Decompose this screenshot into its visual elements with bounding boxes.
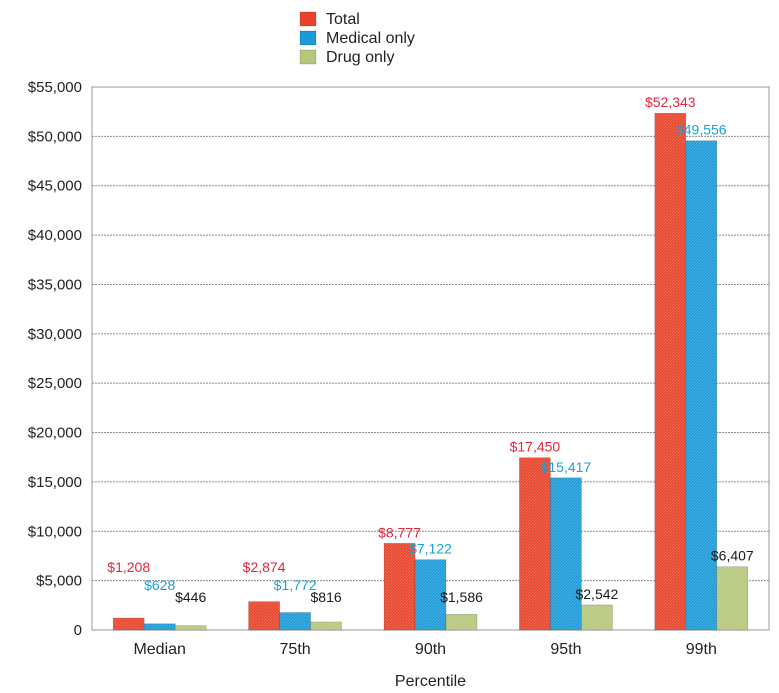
legend-swatch-total (299, 11, 317, 27)
y-tick-label: $35,000 (28, 276, 82, 293)
y-tick-label: $5,000 (36, 573, 82, 590)
bar-texture (175, 625, 207, 630)
data-label-total: $17,450 (510, 439, 561, 455)
y-axis-ticks: 0 $5,000 $10,000 $15,000 $20,000 $25,000 $30,0… (28, 79, 82, 639)
data-label-total: $8,777 (378, 524, 421, 540)
y-tick-label: $55,000 (28, 79, 82, 96)
x-category-label: 95th (550, 641, 581, 658)
bar-texture (519, 457, 551, 630)
bar-texture (415, 559, 446, 630)
data-label-total: $2,874 (243, 559, 286, 575)
data-label-drug-only: $2,542 (575, 586, 618, 602)
data-label-medical-only: $1,772 (274, 577, 317, 593)
legend-label-medical-only: Medical only (326, 30, 415, 47)
bar-texture (113, 618, 145, 630)
y-tick-label: $50,000 (28, 128, 82, 145)
bar-texture (144, 623, 176, 630)
bars (112, 112, 749, 631)
y-tick-label: 0 (74, 622, 82, 639)
x-category-label: 99th (686, 641, 717, 658)
bar-texture (248, 601, 280, 630)
legend-swatch-medical-only (299, 30, 317, 46)
x-axis-categories: Median 75th 90th 95th 99th (133, 641, 716, 658)
y-tick-label: $30,000 (28, 326, 82, 343)
legend-label-drug-only: Drug only (326, 49, 394, 66)
bar-texture (310, 621, 342, 630)
data-label-medical-only: $7,122 (409, 541, 452, 557)
data-label-medical-only: $15,417 (541, 459, 592, 475)
x-category-label: Median (133, 641, 185, 658)
y-tick-label: $10,000 (28, 523, 82, 540)
x-category-label: 90th (415, 641, 446, 658)
y-tick-label: $45,000 (28, 178, 82, 195)
bar-texture (685, 140, 717, 630)
data-label-drug-only: $6,407 (711, 548, 754, 564)
data-labels: $1,208 $2,874 $8,777 $17,450 $52,343 $628 $1,7… (107, 94, 754, 605)
data-label-medical-only: $628 (144, 577, 175, 593)
bar-texture (384, 543, 415, 630)
data-label-drug-only: $1,586 (440, 589, 483, 605)
legend-swatch-drug-only (299, 49, 317, 65)
data-label-total: $52,343 (645, 94, 696, 110)
y-tick-label: $15,000 (28, 474, 82, 491)
x-axis-title: Percentile (395, 673, 466, 690)
legend: Total Medical only Drug only (299, 11, 415, 66)
y-tick-label: $40,000 (28, 227, 82, 244)
data-label-total: $1,208 (107, 559, 150, 575)
bar-texture (550, 477, 582, 630)
bar-texture (716, 566, 748, 630)
x-category-label: 75th (280, 641, 311, 658)
bar-texture (581, 604, 613, 630)
legend-label-total: Total (326, 11, 360, 28)
y-tick-label: $25,000 (28, 375, 82, 392)
data-label-drug-only: $446 (175, 589, 206, 605)
data-label-medical-only: $49,556 (676, 122, 727, 138)
bar-texture (279, 612, 311, 630)
bar-texture (446, 614, 477, 630)
data-label-drug-only: $816 (311, 589, 342, 605)
y-tick-label: $20,000 (28, 425, 82, 442)
bar-texture (654, 113, 686, 631)
